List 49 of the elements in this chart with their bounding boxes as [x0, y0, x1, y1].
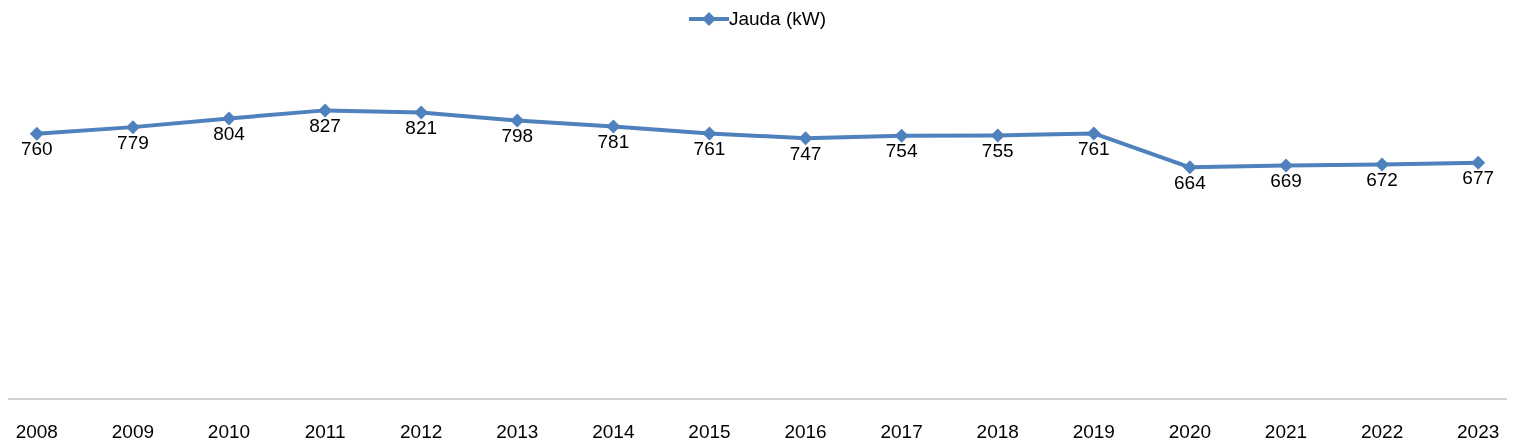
point [1182, 160, 1197, 175]
point [798, 131, 813, 146]
point [990, 128, 1005, 143]
data-label: 821 [405, 116, 438, 138]
point [1278, 158, 1293, 173]
x-tick-label: 2009 [111, 421, 155, 443]
point [606, 119, 621, 134]
data-label: 672 [1366, 168, 1398, 190]
x-tick-label: 2021 [1264, 421, 1308, 443]
data-label: 760 [20, 138, 53, 160]
x-tick-label: 2016 [784, 421, 827, 443]
point [1086, 126, 1101, 141]
x-tick-label: 2015 [688, 421, 731, 443]
data-label: 669 [1270, 170, 1302, 192]
x-tick-label: 2010 [207, 421, 251, 443]
point [318, 103, 333, 118]
x-tick-label: 2017 [880, 421, 923, 443]
x-tick-label: 2019 [1072, 421, 1115, 443]
data-label: 761 [693, 137, 726, 159]
data-label: 804 [213, 122, 246, 144]
data-label: 747 [789, 142, 822, 164]
data-label: 761 [1077, 137, 1110, 159]
point [1375, 157, 1390, 172]
point [222, 111, 237, 126]
x-tick-label: 2008 [15, 421, 58, 443]
point [702, 126, 717, 141]
point [125, 120, 140, 135]
x-tick-label: 2020 [1168, 421, 1212, 443]
point [1471, 155, 1486, 170]
point [29, 126, 44, 141]
legend-label: Jauda (kW) [728, 8, 827, 30]
x-tick-label: 2014 [592, 421, 635, 443]
data-label: 677 [1462, 167, 1495, 189]
x-tick-label: 2023 [1457, 421, 1500, 443]
x-tick-label: 2018 [976, 421, 1019, 443]
x-tick-label: 2011 [304, 421, 346, 443]
x-tick-label: 2013 [496, 421, 539, 443]
data-label: 755 [981, 140, 1014, 161]
data-label: 754 [885, 140, 918, 162]
data-label: 827 [309, 114, 341, 136]
x-tick-label: 2012 [400, 421, 443, 443]
point [510, 113, 525, 128]
data-label: 781 [597, 130, 630, 152]
data-label: 798 [501, 124, 534, 146]
point [414, 105, 429, 120]
x-tick-label: 2022 [1360, 421, 1404, 443]
data-label: 779 [117, 131, 149, 153]
data-label: 664 [1174, 171, 1207, 193]
point [894, 128, 909, 143]
